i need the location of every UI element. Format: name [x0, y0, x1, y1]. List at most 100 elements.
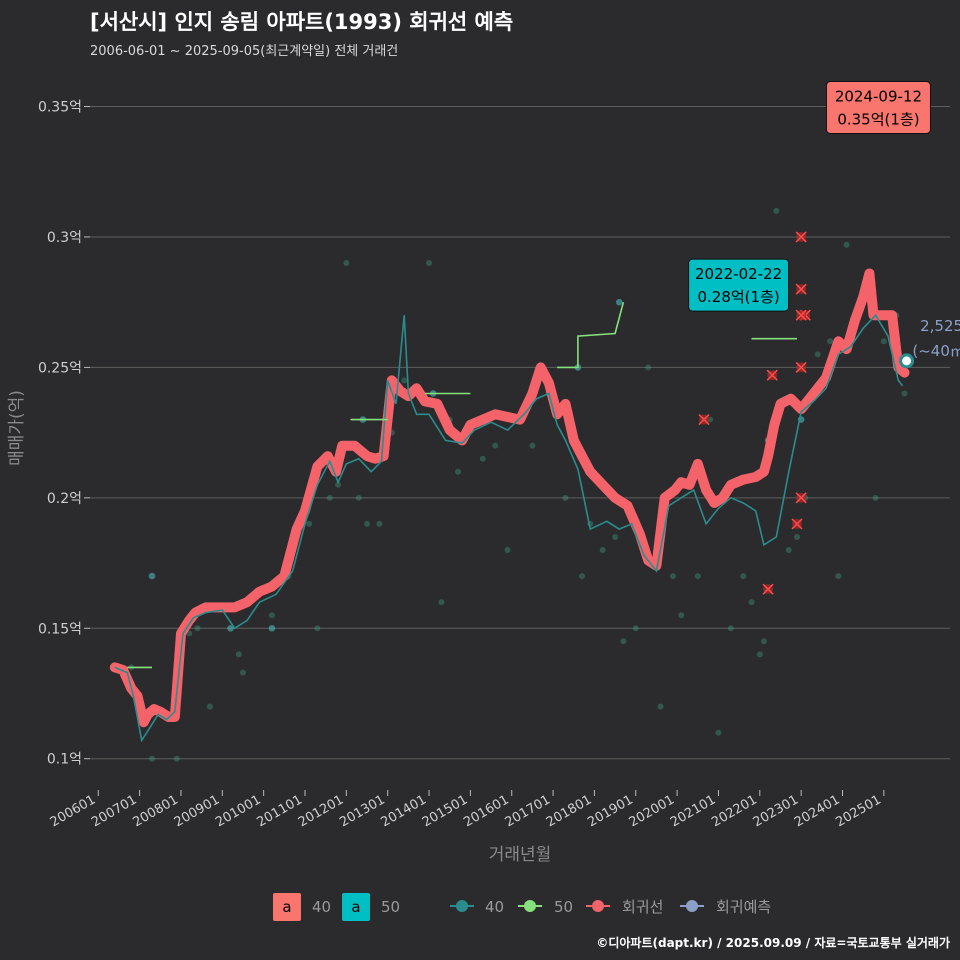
point-40 — [194, 625, 201, 632]
point-40 — [173, 755, 180, 762]
y-tick-label: 0.2억 — [47, 491, 82, 507]
point-40 — [843, 241, 850, 248]
legend-label-regression: 회귀선 — [622, 898, 663, 916]
point-40 — [727, 625, 734, 632]
prediction-layer: 2,525 (~40㎡) — [899, 317, 960, 369]
point-40 — [715, 729, 722, 736]
y-tick-label: 0.1억 — [47, 752, 82, 768]
point-40 — [343, 260, 350, 267]
point-40 — [632, 625, 639, 632]
point-40 — [314, 625, 321, 632]
x-tick-label: 202201 — [709, 792, 759, 830]
prediction-point — [899, 353, 915, 369]
y-tick-label: 0.25억 — [38, 360, 82, 376]
y-tick-label: 0.3억 — [47, 230, 82, 246]
point-40 — [235, 651, 242, 658]
point-40 — [835, 573, 842, 580]
point-40 — [740, 573, 747, 580]
points-40 — [128, 103, 908, 762]
outlier-cross — [795, 283, 807, 295]
point-40 — [355, 494, 362, 501]
point-40 — [326, 494, 333, 501]
legend-key-50: a — [351, 898, 360, 916]
x-tick-label: 202101 — [668, 792, 718, 830]
point-40 — [306, 520, 313, 527]
point-40 — [669, 573, 676, 580]
footer-credit: ©디아파트(dapt.kr) / 2025.09.09 / 자료=국토교통부 실… — [596, 936, 950, 950]
legend-dot-regression — [592, 900, 604, 912]
point-40 — [678, 612, 685, 619]
x-tick-label: 200901 — [172, 792, 222, 830]
outlier-cross — [795, 361, 807, 373]
annotation-date: 2022-02-22 — [695, 265, 782, 283]
x-tick-label: 201501 — [420, 792, 470, 830]
series-40-line — [114, 313, 904, 743]
point-40 — [773, 207, 780, 214]
x-tick-label: 201401 — [379, 792, 429, 830]
outlier-marker — [698, 413, 710, 426]
legend-dot-prediction — [686, 900, 698, 912]
outlier-marker — [766, 369, 778, 381]
outlier-cross — [795, 492, 807, 504]
regression-line — [109, 268, 910, 728]
point-40 — [814, 351, 821, 358]
annotation-box — [825, 81, 931, 135]
y-axis: 0.1억 0.15억 0.2억 0.25억 0.3억 0.35억 — [38, 100, 90, 768]
point-40 — [426, 260, 433, 267]
point-40 — [694, 573, 701, 580]
point-40 — [492, 442, 499, 449]
point-40 — [438, 599, 445, 606]
point-40 — [239, 669, 246, 676]
points-50 — [148, 285, 805, 632]
outlier-marker — [762, 583, 774, 595]
prediction-area: (~40㎡) — [912, 342, 960, 360]
point-40 — [149, 755, 156, 762]
point-50 — [268, 624, 276, 632]
point-40 — [376, 520, 383, 527]
outlier-marker — [795, 492, 807, 504]
point-40 — [454, 468, 461, 475]
annotation-50: 2022-02-22 0.28억(1층) — [688, 258, 790, 312]
point-40 — [785, 547, 792, 553]
y-axis-title: 매매가(억) — [7, 390, 27, 466]
point-40 — [794, 533, 801, 540]
outlier-cross — [795, 231, 807, 243]
legend-label-line-40: 40 — [485, 898, 504, 916]
point-40 — [599, 547, 606, 553]
outlier-cross — [766, 369, 778, 381]
point-40 — [401, 377, 408, 384]
x-tick-label: 202001 — [627, 792, 677, 830]
point-40 — [612, 533, 619, 540]
point-40 — [268, 612, 275, 619]
legend-label-prediction: 회귀예측 — [716, 898, 771, 916]
point-40 — [620, 638, 627, 645]
outlier-marker — [795, 309, 807, 321]
point-40 — [872, 494, 879, 501]
annotations-layer: 2024-09-12 0.35억(1층) 2022-02-22 0.28억(1층) — [688, 81, 931, 312]
legend-dot-40 — [456, 900, 468, 912]
legend-swatch-50 — [342, 893, 370, 921]
x-tick-label: 200701 — [89, 792, 139, 830]
point-40 — [206, 703, 213, 710]
prediction-label: 2,525 — [920, 317, 960, 335]
x-tick-label: 201201 — [296, 792, 346, 830]
outlier-cross — [762, 583, 774, 595]
x-tick-label: 201001 — [213, 792, 263, 830]
x-tick-label: 202301 — [751, 792, 801, 830]
point-40 — [579, 573, 586, 580]
legend: a 40 a 50 40 50 회귀선 회귀예측 — [273, 893, 771, 921]
y-tick-label: 0.15억 — [38, 621, 82, 637]
point-40 — [529, 442, 536, 449]
point-40 — [364, 520, 371, 527]
annotation-value: 0.35억(1층) — [837, 111, 919, 129]
grid — [90, 106, 950, 760]
chart-title: [서산시] 인지 송림 아파트(1993) 회귀선 예측 — [90, 10, 514, 34]
legend-key-40: a — [282, 898, 291, 916]
series-50-line — [557, 301, 625, 369]
legend-label-line-50: 50 — [554, 898, 573, 916]
x-tick-label: 201801 — [544, 792, 594, 830]
x-tick-label: 201301 — [337, 792, 387, 830]
annotation-date: 2024-09-12 — [835, 88, 922, 106]
series-layer — [114, 301, 904, 743]
point-50 — [227, 624, 234, 632]
